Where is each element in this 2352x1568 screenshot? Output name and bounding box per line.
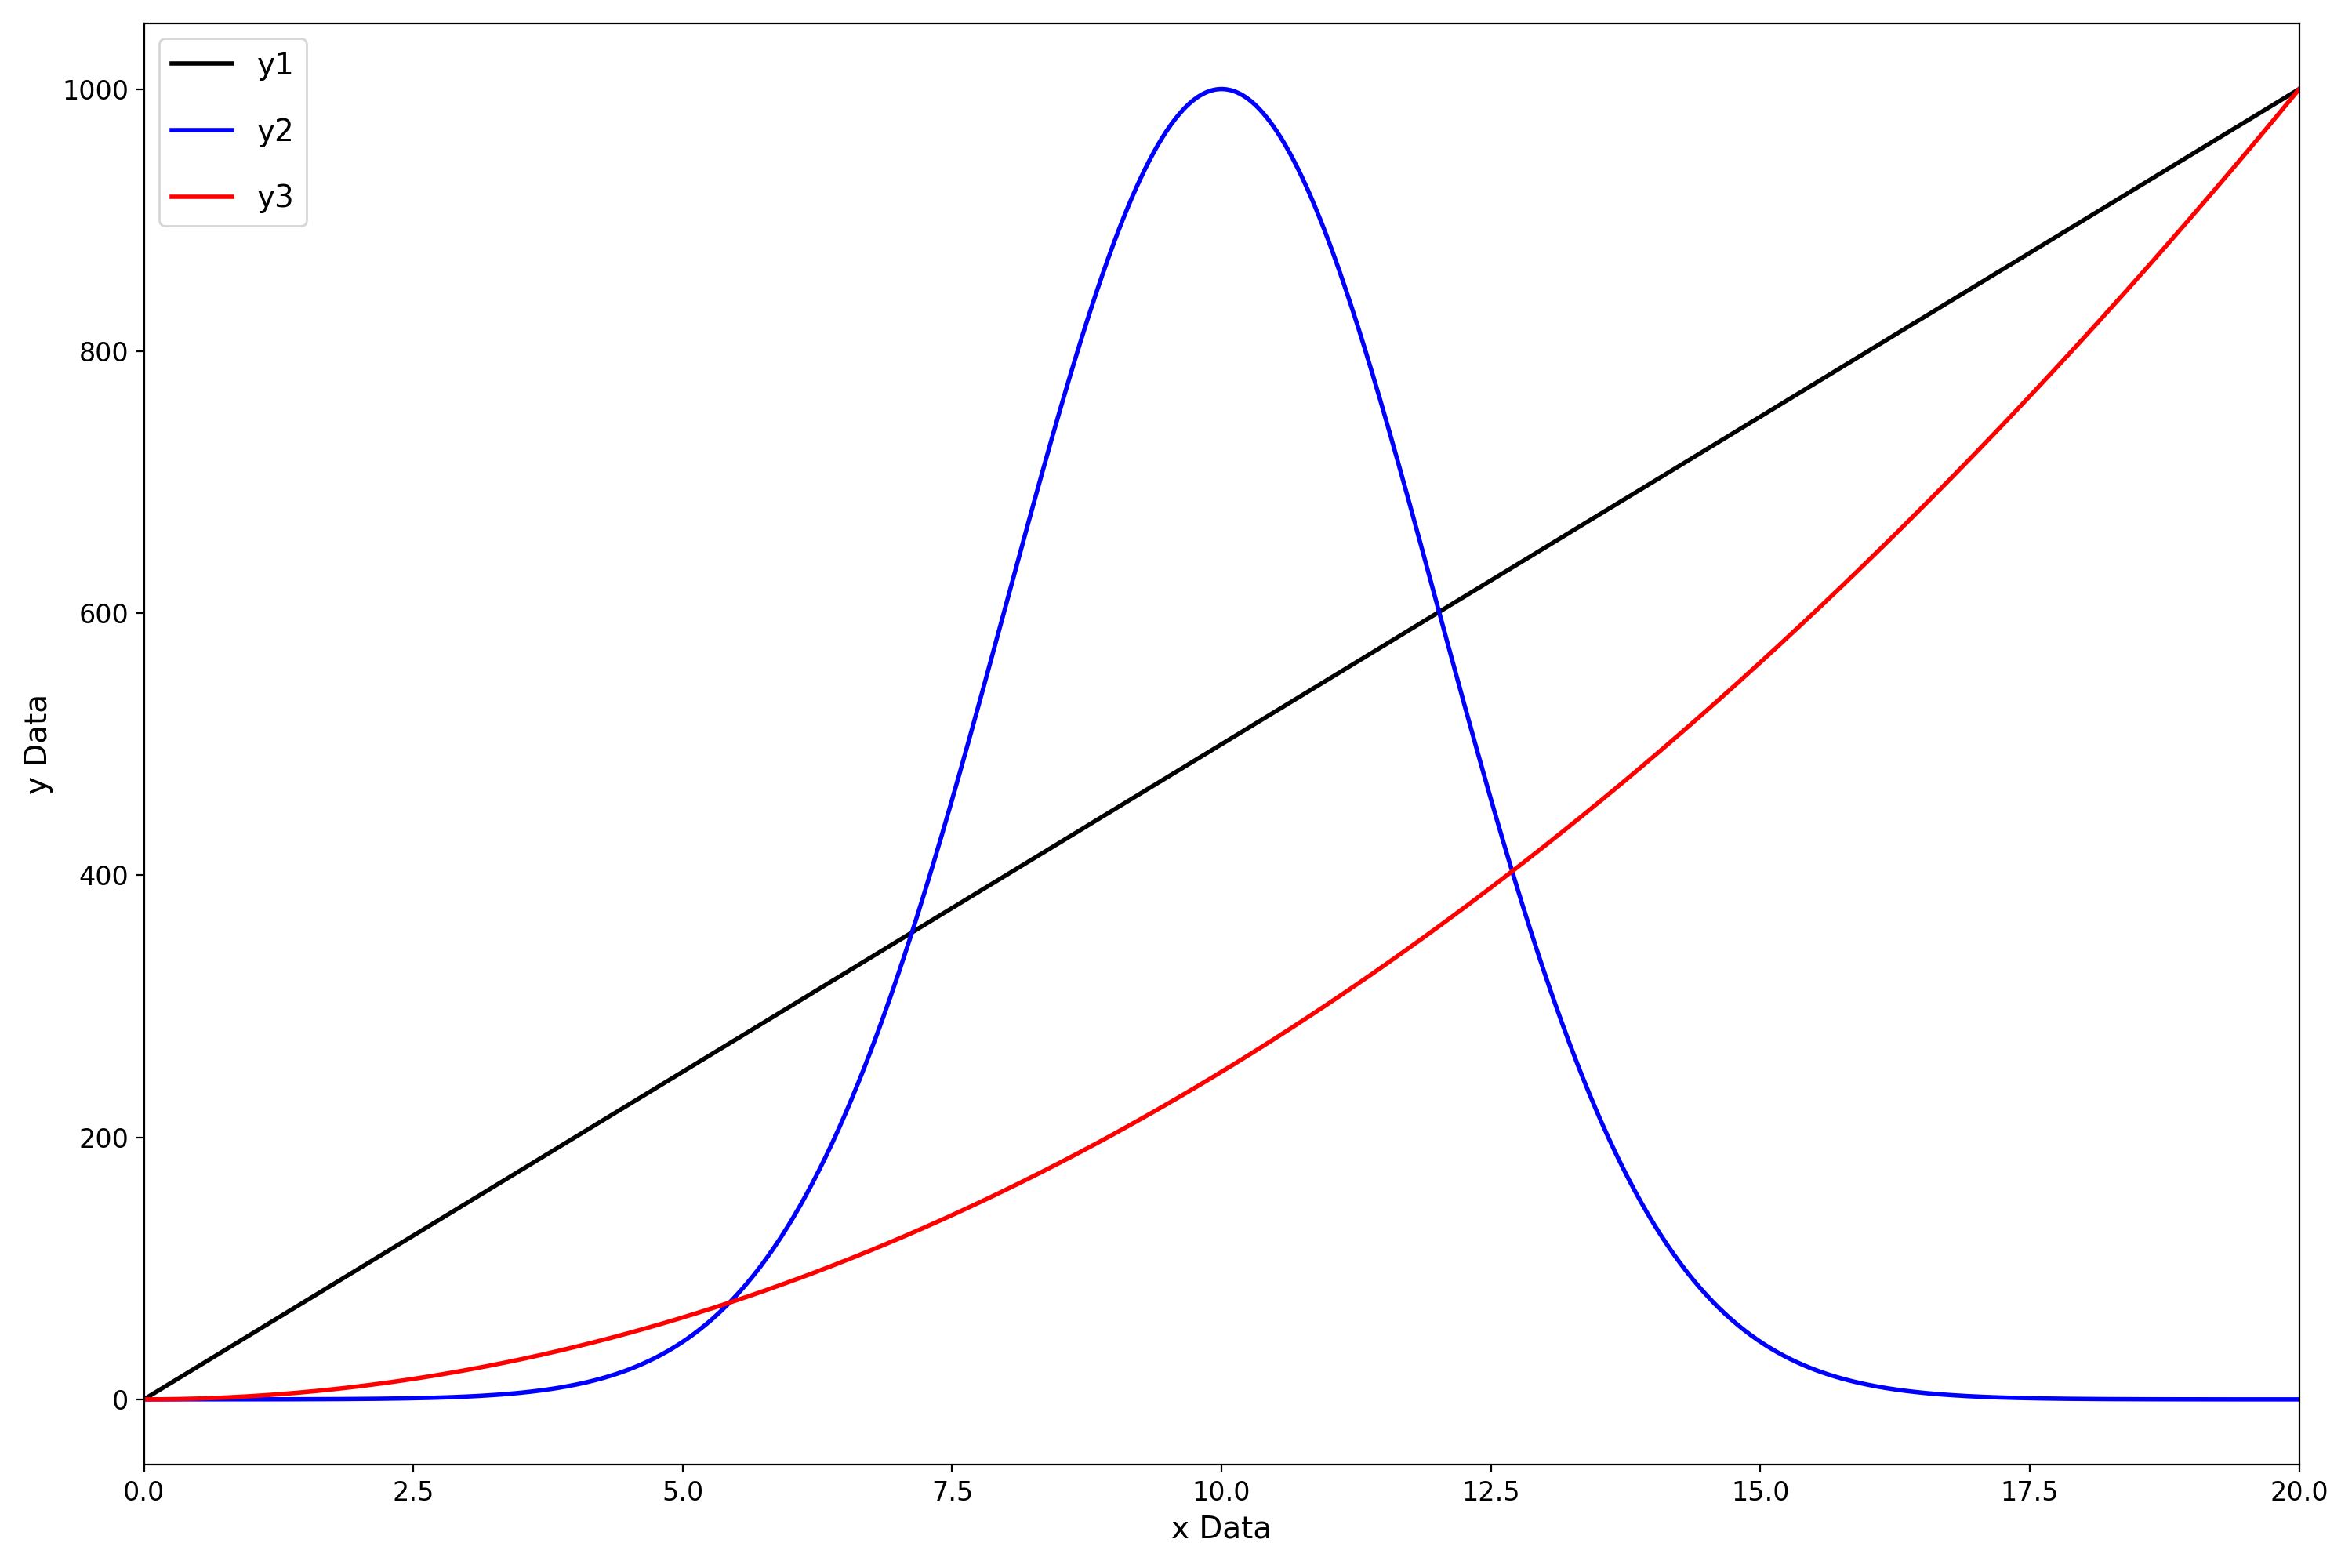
y3 — [129, 1389, 158, 1408]
X-axis label: x Data: x Data — [1171, 1515, 1272, 1544]
y1 — [1002, 859, 1030, 878]
y2 — [1611, 1165, 1639, 1184]
y3 — [1811, 593, 1839, 612]
y1 — [1080, 812, 1108, 831]
Line: y2: y2 — [143, 89, 2300, 1399]
y2 — [1207, 80, 1235, 99]
Legend: y1, y2, y3: y1, y2, y3 — [160, 39, 306, 226]
Line: y3: y3 — [143, 89, 2300, 1399]
y2 — [2286, 1389, 2314, 1408]
y2 — [1002, 560, 1030, 579]
y2 — [129, 1389, 158, 1408]
y3 — [1849, 557, 1877, 575]
y3 — [1080, 1135, 1108, 1154]
y1 — [2286, 80, 2314, 99]
Y-axis label: y Data: y Data — [24, 695, 54, 795]
y3 — [1609, 771, 1637, 790]
y1 — [350, 1256, 379, 1275]
y2 — [1080, 293, 1108, 312]
y1 — [1609, 491, 1637, 510]
y3 — [1002, 1176, 1030, 1195]
y2 — [1813, 1364, 1842, 1383]
y1 — [1811, 368, 1839, 387]
y2 — [350, 1389, 379, 1408]
Line: y1: y1 — [143, 89, 2300, 1399]
y2 — [1851, 1375, 1879, 1394]
y1 — [1849, 345, 1877, 364]
y3 — [2286, 80, 2314, 99]
y3 — [350, 1377, 379, 1396]
y1 — [129, 1389, 158, 1408]
